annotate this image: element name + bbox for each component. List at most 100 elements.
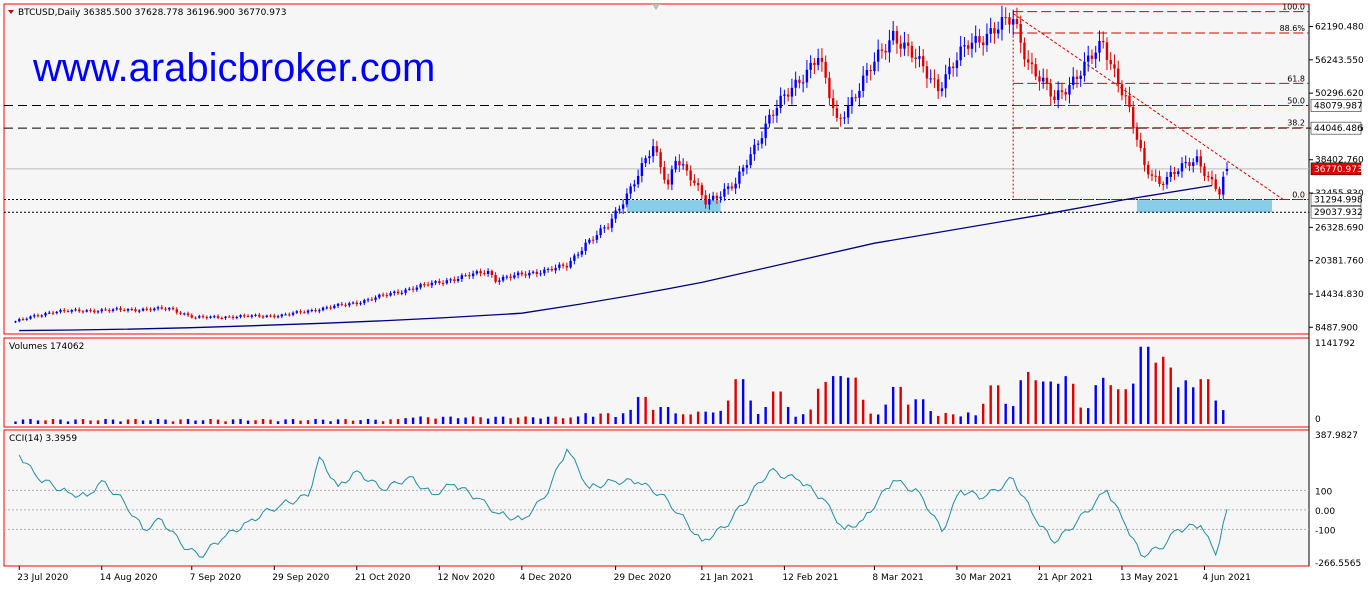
volume-bar[interactable] <box>599 413 602 424</box>
candle-body[interactable] <box>479 271 482 274</box>
candle-body[interactable] <box>231 316 235 319</box>
volume-bar[interactable] <box>359 420 362 424</box>
candle-body[interactable] <box>209 316 212 318</box>
volume-bar[interactable] <box>426 417 430 424</box>
candle-body[interactable] <box>366 299 370 301</box>
candle-body[interactable] <box>111 309 115 311</box>
candle-body[interactable] <box>708 199 711 205</box>
volume-bar[interactable] <box>156 419 160 424</box>
volume-bar[interactable] <box>621 413 625 424</box>
volume-bar[interactable] <box>614 416 617 424</box>
volume-bar[interactable] <box>854 377 857 424</box>
candle-body[interactable] <box>419 284 422 288</box>
candle-body[interactable] <box>44 313 47 316</box>
candle-body[interactable] <box>400 292 404 294</box>
candle-body[interactable] <box>891 30 895 41</box>
candle-body[interactable] <box>235 316 238 319</box>
candle-body[interactable] <box>993 28 996 34</box>
candle-body[interactable] <box>291 312 295 315</box>
candle-body[interactable] <box>741 167 745 172</box>
candle-body[interactable] <box>126 309 130 311</box>
candle-body[interactable] <box>48 312 51 314</box>
candle-body[interactable] <box>1060 90 1064 92</box>
candle-body[interactable] <box>929 78 932 80</box>
candle-body[interactable] <box>873 61 876 72</box>
candle-body[interactable] <box>441 283 445 285</box>
candle-body[interactable] <box>1049 83 1052 97</box>
candle-body[interactable] <box>700 185 704 196</box>
candle-body[interactable] <box>1079 75 1082 80</box>
candle-body[interactable] <box>355 302 359 305</box>
volume-bar[interactable] <box>51 419 55 424</box>
candle-body[interactable] <box>670 169 674 185</box>
candle-body[interactable] <box>460 275 464 279</box>
candle-body[interactable] <box>340 303 344 305</box>
candle-body[interactable] <box>1177 171 1180 175</box>
candle-body[interactable] <box>494 274 497 282</box>
volume-bar[interactable] <box>119 421 122 424</box>
volume-bar[interactable] <box>194 420 197 424</box>
volume-bar[interactable] <box>111 419 115 424</box>
candle-body[interactable] <box>160 307 163 309</box>
candle-body[interactable] <box>78 309 81 312</box>
chart-shift-marker-icon[interactable] <box>652 4 660 10</box>
candle-body[interactable] <box>501 276 505 281</box>
candle-body[interactable] <box>970 42 974 49</box>
candle-body[interactable] <box>809 62 812 70</box>
volume-bar[interactable] <box>1154 362 1157 424</box>
volume-bar[interactable] <box>636 396 640 424</box>
candle-body[interactable] <box>711 195 715 200</box>
candle-body[interactable] <box>1064 91 1067 95</box>
candle-body[interactable] <box>831 98 835 109</box>
volume-bar[interactable] <box>966 412 970 424</box>
candle-body[interactable] <box>1222 176 1225 195</box>
candle-body[interactable] <box>888 40 891 53</box>
candle-body[interactable] <box>801 82 805 84</box>
candle-body[interactable] <box>569 260 572 268</box>
candle-body[interactable] <box>925 66 929 79</box>
candle-body[interactable] <box>738 171 741 184</box>
volume-bar[interactable] <box>546 416 550 424</box>
candle-body[interactable] <box>258 314 261 317</box>
candle-body[interactable] <box>633 184 636 187</box>
volume-bar[interactable] <box>779 391 782 424</box>
volume-bar[interactable] <box>734 379 737 424</box>
candle-body[interactable] <box>1042 77 1045 82</box>
volume-bar[interactable] <box>629 409 632 424</box>
candle-body[interactable] <box>134 309 137 312</box>
candle-body[interactable] <box>269 315 272 317</box>
candle-body[interactable] <box>153 308 156 311</box>
candle-body[interactable] <box>475 271 479 274</box>
candle-body[interactable] <box>411 288 415 290</box>
candle-body[interactable] <box>1143 148 1146 165</box>
candle-body[interactable] <box>254 314 257 316</box>
volume-bar[interactable] <box>606 413 610 424</box>
candle-body[interactable] <box>880 49 884 51</box>
candle-body[interactable] <box>513 275 516 278</box>
candle-body[interactable] <box>1207 176 1210 178</box>
candle-body[interactable] <box>689 170 692 181</box>
candle-body[interactable] <box>490 270 494 275</box>
candle-body[interactable] <box>903 42 906 49</box>
candle-body[interactable] <box>183 313 186 315</box>
candle-body[interactable] <box>659 152 662 168</box>
candle-body[interactable] <box>175 309 178 313</box>
candle-body[interactable] <box>198 316 201 318</box>
cci-line[interactable] <box>18 448 1228 558</box>
candle-body[interactable] <box>471 273 475 277</box>
volume-bar[interactable] <box>951 414 955 424</box>
candle-body[interactable] <box>1008 17 1011 25</box>
volume-bar[interactable] <box>291 419 295 424</box>
candle-body[interactable] <box>681 164 685 166</box>
volume-bar[interactable] <box>1049 381 1052 424</box>
volume-bar[interactable] <box>276 421 280 424</box>
candle-body[interactable] <box>486 270 490 274</box>
candle-body[interactable] <box>756 143 760 145</box>
volume-bar[interactable] <box>21 419 25 424</box>
candle-body[interactable] <box>505 276 509 278</box>
volume-bar[interactable] <box>741 379 745 424</box>
volume-bar[interactable] <box>179 419 182 424</box>
candle-body[interactable] <box>190 315 193 318</box>
candle-body[interactable] <box>220 317 223 319</box>
volume-bar[interactable] <box>59 419 62 424</box>
